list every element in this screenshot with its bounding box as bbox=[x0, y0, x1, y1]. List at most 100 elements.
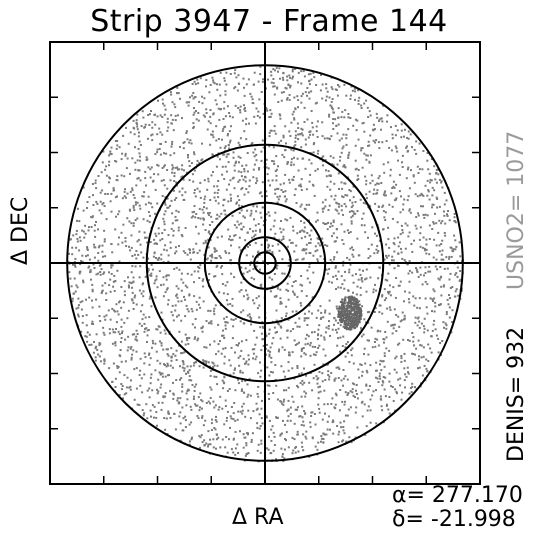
star-point bbox=[375, 289, 378, 292]
star-point bbox=[336, 163, 339, 166]
star-point bbox=[381, 295, 384, 298]
star-point bbox=[418, 326, 421, 329]
star-point bbox=[368, 339, 370, 342]
star-point bbox=[235, 76, 238, 79]
star-point bbox=[225, 170, 228, 173]
star-point bbox=[207, 309, 210, 312]
star-point bbox=[230, 448, 233, 451]
star-point bbox=[243, 322, 246, 325]
star-point bbox=[384, 219, 387, 221]
star-point bbox=[308, 203, 311, 206]
star-point bbox=[109, 318, 112, 321]
star-point bbox=[286, 97, 289, 99]
star-point bbox=[253, 163, 256, 166]
star-point bbox=[255, 182, 257, 185]
star-point bbox=[332, 164, 335, 167]
star-point bbox=[447, 303, 450, 306]
star-point bbox=[161, 98, 164, 101]
star-point bbox=[210, 215, 213, 218]
star-point bbox=[245, 289, 247, 292]
star-point bbox=[257, 295, 260, 298]
star-point bbox=[213, 196, 216, 199]
star-point bbox=[221, 129, 224, 132]
star-point bbox=[131, 299, 134, 302]
star-point bbox=[188, 379, 191, 382]
star-point bbox=[128, 245, 130, 248]
star-point bbox=[189, 365, 192, 368]
star-point bbox=[280, 231, 283, 234]
star-point bbox=[75, 229, 78, 232]
star-point bbox=[432, 323, 435, 326]
star-point bbox=[324, 331, 327, 334]
star-point bbox=[119, 349, 122, 351]
star-point bbox=[360, 149, 363, 152]
star-point bbox=[345, 343, 348, 346]
star-point bbox=[272, 78, 275, 80]
star-point bbox=[360, 335, 363, 338]
star-point bbox=[224, 165, 227, 168]
star-point bbox=[273, 163, 276, 165]
star-point bbox=[157, 401, 160, 404]
star-point bbox=[337, 172, 340, 175]
star-point bbox=[321, 418, 324, 421]
star-point bbox=[296, 433, 299, 436]
star-point bbox=[165, 152, 168, 155]
star-point bbox=[438, 219, 441, 222]
star-point bbox=[316, 258, 319, 261]
star-point bbox=[304, 143, 307, 146]
star-point bbox=[401, 311, 404, 314]
cluster-point bbox=[360, 313, 363, 316]
star-point bbox=[361, 122, 364, 125]
star-point bbox=[319, 305, 322, 308]
star-point bbox=[342, 439, 345, 442]
star-point bbox=[175, 266, 178, 269]
star-point bbox=[242, 391, 245, 394]
star-point bbox=[171, 314, 174, 317]
star-point bbox=[296, 384, 299, 387]
star-point bbox=[377, 205, 380, 208]
star-point bbox=[317, 386, 320, 389]
star-point bbox=[391, 217, 394, 220]
star-point bbox=[241, 119, 244, 122]
star-point bbox=[344, 414, 347, 417]
star-point bbox=[367, 405, 370, 408]
star-point bbox=[422, 213, 425, 216]
star-point bbox=[191, 211, 194, 214]
star-point bbox=[376, 116, 379, 119]
star-point bbox=[149, 274, 152, 277]
star-point bbox=[249, 227, 252, 230]
star-point bbox=[316, 168, 319, 171]
star-point bbox=[209, 115, 212, 118]
star-point bbox=[80, 330, 83, 333]
star-point bbox=[246, 170, 249, 173]
star-point bbox=[276, 285, 279, 288]
star-point bbox=[225, 155, 228, 158]
star-point bbox=[147, 257, 150, 260]
star-point bbox=[249, 318, 252, 321]
star-point bbox=[211, 256, 214, 259]
star-point bbox=[281, 272, 284, 275]
cluster-point bbox=[355, 325, 358, 328]
star-point bbox=[334, 265, 337, 268]
star-point bbox=[314, 346, 317, 348]
star-point bbox=[259, 65, 262, 68]
star-point bbox=[144, 356, 147, 358]
star-point bbox=[69, 277, 72, 280]
star-point bbox=[354, 396, 356, 398]
star-point bbox=[125, 386, 128, 389]
star-point bbox=[197, 417, 200, 419]
star-point bbox=[115, 303, 118, 306]
star-point bbox=[274, 232, 277, 235]
cluster-point bbox=[354, 316, 357, 319]
star-point bbox=[284, 86, 287, 89]
star-point bbox=[236, 220, 239, 223]
star-point bbox=[285, 312, 288, 315]
star-point bbox=[103, 315, 106, 318]
star-point bbox=[138, 230, 141, 233]
star-point bbox=[416, 195, 419, 198]
star-point bbox=[202, 361, 205, 364]
star-point bbox=[326, 403, 329, 406]
star-point bbox=[314, 245, 317, 248]
star-point bbox=[212, 79, 215, 82]
